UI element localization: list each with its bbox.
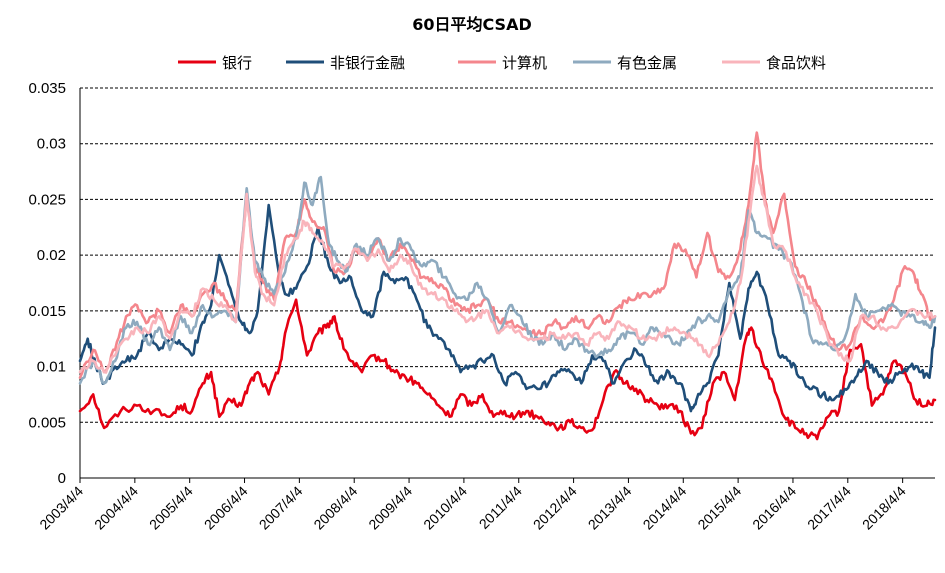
y-tick-label: 0.02 (37, 247, 66, 264)
x-tick-label: 2013/4/4 (585, 483, 635, 533)
x-tick-label: 2005/4/4 (146, 483, 196, 533)
x-tick-label: 2003/4/4 (36, 483, 86, 533)
x-tick-label: 2015/4/4 (694, 483, 744, 533)
x-tick-label: 2017/4/4 (804, 483, 854, 533)
legend-label: 有色金属 (617, 54, 677, 72)
x-tick-label: 2007/4/4 (256, 483, 306, 533)
series-line-3 (78, 131, 937, 380)
legend-label: 计算机 (502, 54, 547, 72)
x-tick-label: 2008/4/4 (310, 483, 360, 533)
legend-label: 非银行金融 (330, 54, 405, 72)
series-line-1 (78, 298, 937, 441)
x-tick-label: 2011/4/4 (476, 483, 525, 532)
x-tick-label: 2004/4/4 (91, 483, 141, 533)
x-tick-label: 2006/4/4 (201, 483, 251, 533)
series-line-5 (78, 164, 937, 374)
y-tick-label: 0.025 (28, 191, 66, 208)
x-tick-label: 2018/4/4 (859, 483, 909, 533)
y-tick-label: 0.005 (28, 414, 66, 431)
y-tick-label: 0.035 (28, 80, 66, 97)
x-tick-label: 2012/4/4 (530, 483, 580, 533)
chart-title: 60日平均CSAD (412, 15, 532, 34)
y-tick-label: 0.015 (28, 303, 66, 320)
y-tick-label: 0 (58, 470, 66, 487)
legend-label: 食品饮料 (766, 54, 826, 72)
x-tick-label: 2009/4/4 (365, 483, 415, 533)
x-tick-label: 2014/4/4 (640, 483, 690, 533)
y-tick-label: 0.01 (37, 359, 66, 376)
series-layer (78, 131, 937, 441)
legend-label: 银行 (222, 54, 252, 72)
gridlines (80, 87, 935, 423)
x-tick-label: 2016/4/4 (749, 483, 799, 533)
x-tick-label: 2010/4/4 (420, 483, 470, 533)
y-tick-label: 0.03 (37, 136, 66, 153)
legend: 银行 非银行金融 计算机 有色金属 食品饮料 (178, 54, 826, 72)
series-line-4 (78, 175, 937, 385)
series-line-2 (78, 203, 937, 413)
